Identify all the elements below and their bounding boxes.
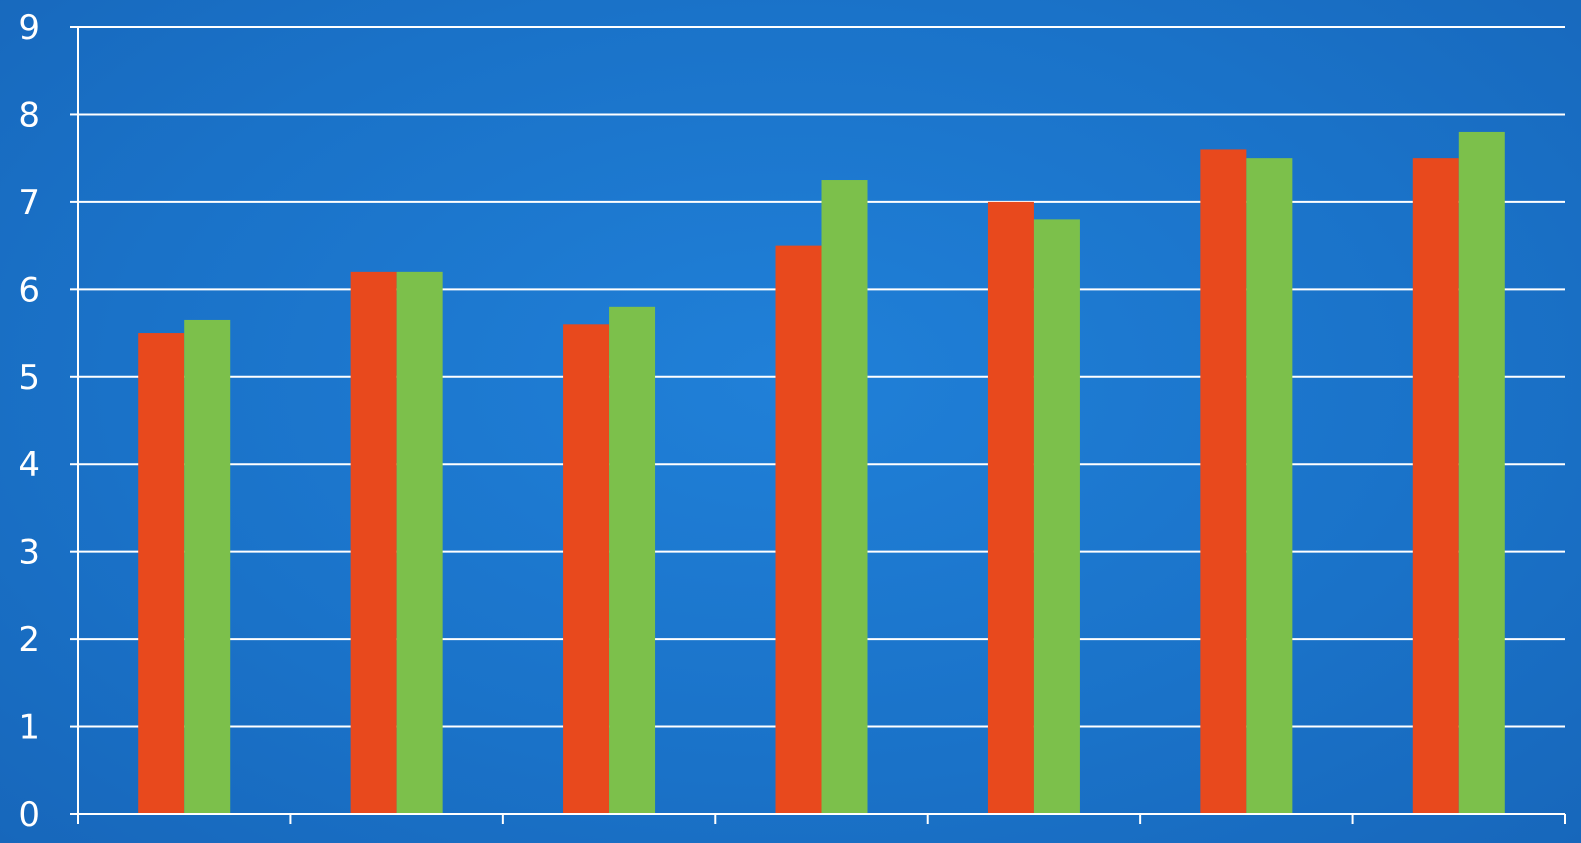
y-tick-label: 6 — [18, 270, 40, 310]
bar — [138, 333, 185, 814]
bar — [1033, 219, 1080, 814]
y-tick-label: 9 — [18, 8, 40, 48]
bars — [138, 131, 1505, 815]
bar — [350, 271, 397, 814]
y-tick-label: 1 — [18, 708, 40, 748]
y-tick-label: 5 — [18, 358, 40, 398]
y-tick-label: 7 — [18, 183, 40, 223]
y-tick-label: 4 — [18, 445, 40, 485]
bar — [821, 180, 868, 814]
y-tick-label: 3 — [18, 533, 40, 573]
y-tick-label: 0 — [18, 795, 40, 835]
bar — [1200, 149, 1247, 814]
bar — [987, 201, 1034, 814]
y-tick-labels: 0 1 2 3 4 5 6 7 8 9 — [18, 8, 40, 835]
bar — [1458, 131, 1505, 814]
bar — [1412, 158, 1459, 814]
bar — [1246, 158, 1293, 814]
bar — [775, 245, 822, 815]
bar — [563, 324, 610, 814]
bar — [184, 319, 231, 814]
bar — [396, 271, 443, 814]
axes — [70, 26, 1566, 824]
y-tick-label: 8 — [18, 95, 40, 135]
bar — [609, 306, 656, 814]
y-tick-label: 2 — [18, 620, 40, 660]
